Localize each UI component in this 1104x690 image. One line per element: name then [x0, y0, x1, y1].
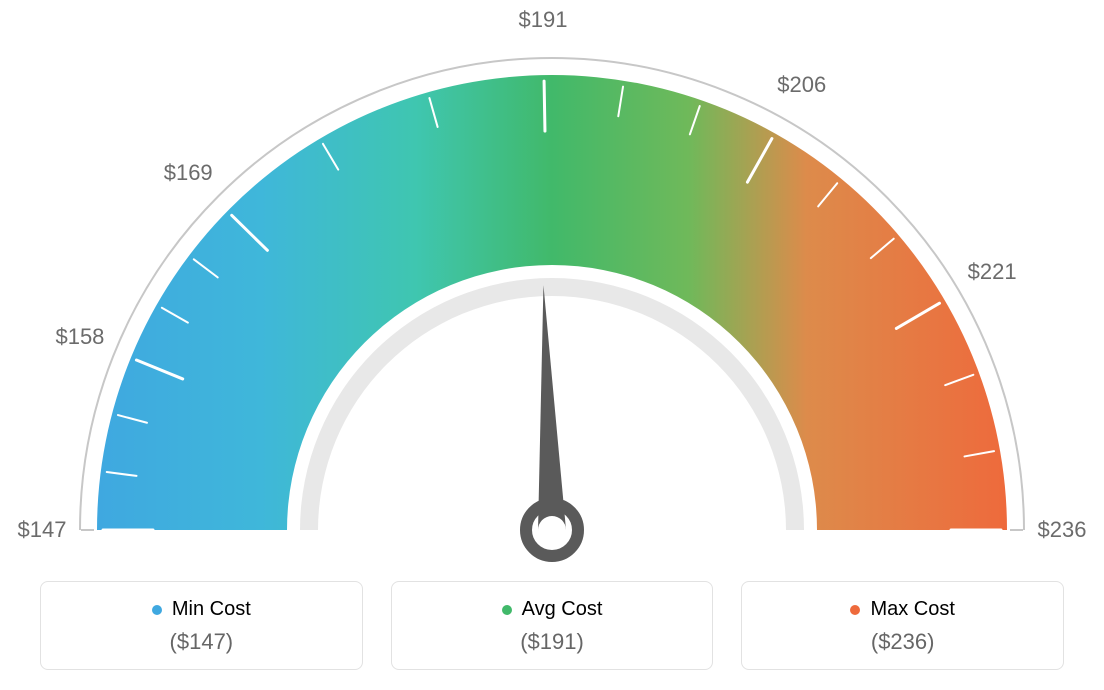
gauge-tick-label: $158 — [55, 324, 104, 350]
gauge-tick-label: $236 — [1038, 517, 1087, 543]
avg-cost-label: Avg Cost — [522, 598, 603, 621]
min-cost-title: Min Cost — [152, 598, 251, 621]
gauge-svg — [52, 20, 1052, 580]
gauge-tick-label: $221 — [968, 259, 1017, 285]
dot-icon — [502, 605, 512, 615]
max-cost-label: Max Cost — [870, 598, 954, 621]
gauge-tick-label: $206 — [777, 72, 826, 98]
gauge-tick-label: $191 — [519, 7, 568, 33]
gauge-tick-label: $169 — [164, 160, 213, 186]
avg-cost-title: Avg Cost — [502, 598, 603, 621]
min-cost-label: Min Cost — [172, 598, 251, 621]
min-cost-card: Min Cost ($147) — [40, 581, 363, 670]
gauge-chart: $147 $158 $169 $191 $206 $221 $236 — [0, 0, 1104, 560]
avg-cost-value: ($191) — [402, 629, 703, 655]
max-cost-title: Max Cost — [850, 598, 954, 621]
min-cost-value: ($147) — [51, 629, 352, 655]
max-cost-value: ($236) — [752, 629, 1053, 655]
avg-cost-card: Avg Cost ($191) — [391, 581, 714, 670]
dot-icon — [152, 605, 162, 615]
dot-icon — [850, 605, 860, 615]
gauge-tick-label: $147 — [18, 517, 67, 543]
max-cost-card: Max Cost ($236) — [741, 581, 1064, 670]
summary-row: Min Cost ($147) Avg Cost ($191) Max Cost… — [40, 581, 1064, 670]
